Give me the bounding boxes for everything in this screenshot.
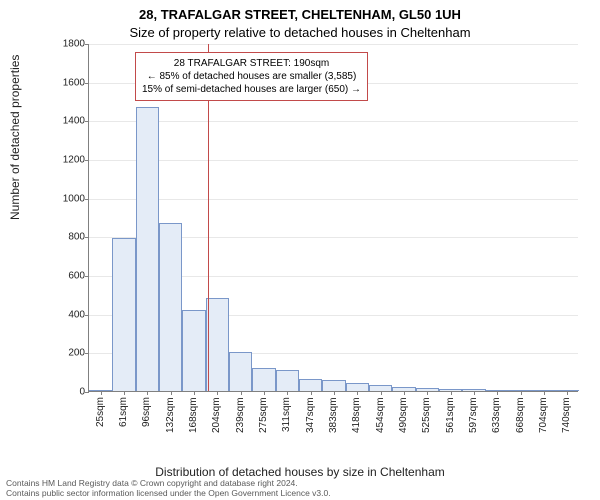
- x-tick: [544, 391, 545, 395]
- x-tick: [521, 391, 522, 395]
- x-tick: [101, 391, 102, 395]
- x-tick-label: 383sqm: [328, 397, 340, 441]
- y-tick-label: 600: [55, 271, 85, 282]
- y-gridline: [89, 160, 578, 161]
- x-tick: [451, 391, 452, 395]
- x-tick: [404, 391, 405, 395]
- x-tick-label: 525sqm: [421, 397, 433, 441]
- address-title: 28, TRAFALGAR STREET, CHELTENHAM, GL50 1…: [0, 6, 600, 24]
- chart-header: 28, TRAFALGAR STREET, CHELTENHAM, GL50 1…: [0, 0, 600, 41]
- annotation-line: 28 TRAFALGAR STREET: 190sqm: [142, 57, 361, 70]
- footer-line-1: Contains HM Land Registry data © Crown c…: [6, 478, 331, 488]
- x-tick-label: 740sqm: [561, 397, 573, 441]
- histogram-bar: [299, 379, 322, 391]
- histogram-bar: [346, 383, 369, 391]
- x-tick: [474, 391, 475, 395]
- x-tick: [217, 391, 218, 395]
- y-tick: [85, 353, 89, 354]
- histogram-bar: [206, 298, 229, 391]
- x-tick: [497, 391, 498, 395]
- y-tick-label: 1200: [55, 155, 85, 166]
- annotation-box: 28 TRAFALGAR STREET: 190sqm← 85% of deta…: [135, 52, 368, 101]
- histogram-bar: [322, 380, 345, 391]
- x-tick-label: 204sqm: [211, 397, 223, 441]
- y-tick-label: 0: [55, 387, 85, 398]
- x-tick: [311, 391, 312, 395]
- x-tick: [124, 391, 125, 395]
- histogram-bar: [252, 368, 275, 391]
- annotation-line: 15% of semi-detached houses are larger (…: [142, 83, 361, 96]
- x-tick-label: 704sqm: [538, 397, 550, 441]
- chart-area: 02004006008001000120014001600180025sqm61…: [58, 44, 578, 424]
- y-axis-label: Number of detached properties: [8, 55, 22, 220]
- y-tick-label: 1000: [55, 193, 85, 204]
- y-tick-label: 1600: [55, 77, 85, 88]
- x-tick: [147, 391, 148, 395]
- x-tick-label: 418sqm: [351, 397, 363, 441]
- x-tick-label: 490sqm: [398, 397, 410, 441]
- x-tick: [287, 391, 288, 395]
- x-tick-label: 347sqm: [305, 397, 317, 441]
- histogram-bar: [159, 223, 182, 391]
- y-tick: [85, 392, 89, 393]
- footer-line-2: Contains public sector information licen…: [6, 488, 331, 498]
- x-tick: [357, 391, 358, 395]
- x-tick-label: 561sqm: [445, 397, 457, 441]
- x-tick-label: 668sqm: [515, 397, 527, 441]
- x-tick-label: 239sqm: [235, 397, 247, 441]
- x-tick-label: 597sqm: [468, 397, 480, 441]
- x-tick-label: 61sqm: [118, 397, 130, 441]
- y-tick: [85, 121, 89, 122]
- x-tick-label: 275sqm: [258, 397, 270, 441]
- x-tick: [264, 391, 265, 395]
- y-tick-label: 200: [55, 348, 85, 359]
- x-tick: [567, 391, 568, 395]
- y-tick-label: 800: [55, 232, 85, 243]
- y-gridline: [89, 199, 578, 200]
- y-tick: [85, 237, 89, 238]
- y-tick-label: 400: [55, 309, 85, 320]
- y-tick: [85, 199, 89, 200]
- histogram-bar: [229, 352, 252, 391]
- histogram-bar: [112, 238, 135, 391]
- histogram-bar: [182, 310, 205, 391]
- y-gridline: [89, 121, 578, 122]
- plot-area: 02004006008001000120014001600180025sqm61…: [88, 44, 578, 392]
- x-tick-label: 25sqm: [95, 397, 107, 441]
- y-tick: [85, 44, 89, 45]
- x-tick: [241, 391, 242, 395]
- y-gridline: [89, 44, 578, 45]
- x-tick-label: 168sqm: [188, 397, 200, 441]
- y-tick-label: 1800: [55, 39, 85, 50]
- histogram-bar: [136, 107, 159, 391]
- y-tick-label: 1400: [55, 116, 85, 127]
- x-tick-label: 633sqm: [491, 397, 503, 441]
- y-tick: [85, 315, 89, 316]
- x-tick: [427, 391, 428, 395]
- x-tick: [171, 391, 172, 395]
- chart-subtitle: Size of property relative to detached ho…: [0, 24, 600, 42]
- x-tick-label: 454sqm: [375, 397, 387, 441]
- x-tick-label: 132sqm: [165, 397, 177, 441]
- x-tick-label: 96sqm: [141, 397, 153, 441]
- footer-attribution: Contains HM Land Registry data © Crown c…: [6, 478, 331, 498]
- annotation-line: ← 85% of detached houses are smaller (3,…: [142, 70, 361, 83]
- x-tick: [334, 391, 335, 395]
- histogram-bar: [276, 370, 299, 391]
- x-tick-label: 311sqm: [281, 397, 293, 441]
- y-tick: [85, 276, 89, 277]
- x-tick: [381, 391, 382, 395]
- x-tick: [194, 391, 195, 395]
- y-tick: [85, 160, 89, 161]
- y-tick: [85, 83, 89, 84]
